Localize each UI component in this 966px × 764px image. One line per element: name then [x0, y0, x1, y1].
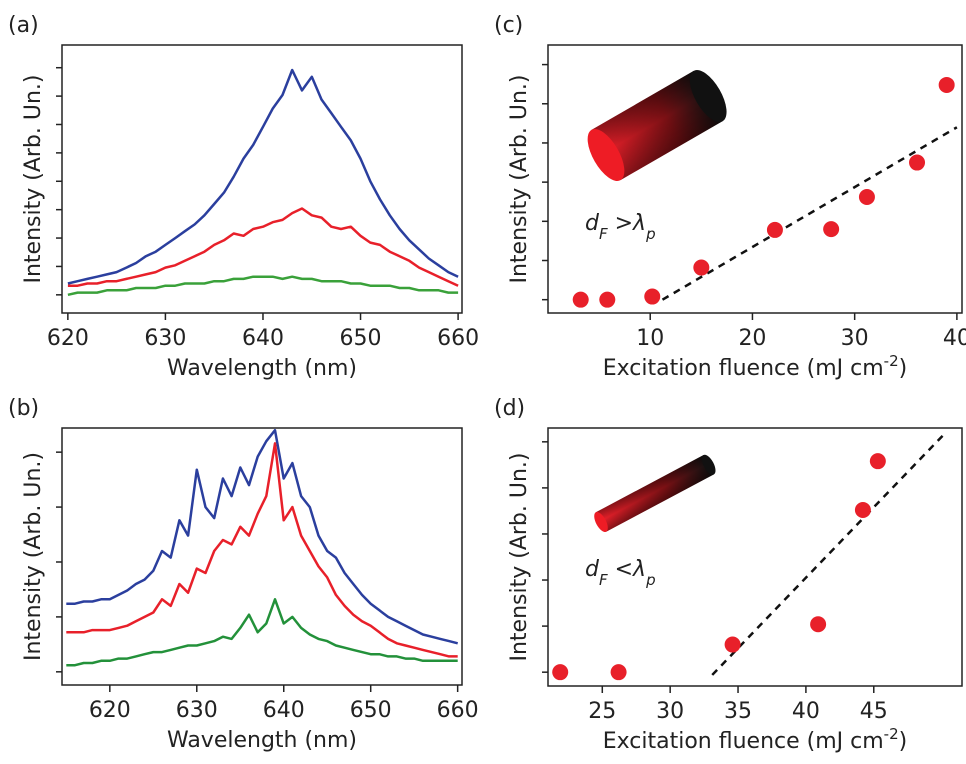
y-axis-label: Intensity (Arb. Un.) [507, 453, 532, 662]
plot-frame [61, 44, 463, 314]
x-tick-label: 630 [144, 326, 186, 351]
x-tick-label: 45 [860, 699, 888, 724]
x-axis-label: Wavelength (nm) [167, 728, 357, 753]
y-axis-label: Intensity (Arb. Un.) [21, 75, 46, 284]
annotation: dF >λp [585, 211, 656, 243]
text-part: Excitation fluence (mJ cm [603, 356, 884, 381]
script-text: p [645, 225, 656, 243]
plot-frame [547, 44, 963, 314]
data-point [599, 291, 616, 308]
thin-fiber-illustration [594, 454, 716, 532]
script-text: p [645, 571, 656, 589]
text-part: < [608, 557, 633, 582]
data-point [938, 76, 955, 93]
spectrum-line [66, 428, 459, 645]
text-part: d [585, 211, 600, 236]
spectrum-line [67, 275, 459, 297]
data-point [823, 221, 840, 238]
x-tick-label: 640 [263, 698, 305, 723]
text-part: ) [899, 356, 908, 381]
data-point [610, 664, 627, 681]
x-tick-label: 10 [636, 326, 664, 351]
x-axis-label: Wavelength (nm) [167, 356, 357, 381]
script-text: -2 [884, 352, 899, 370]
data-point [644, 288, 661, 305]
x-tick-label: 620 [89, 698, 131, 723]
data-point [572, 291, 589, 308]
x-tick-label: 620 [47, 326, 89, 351]
x-tick-label: 660 [437, 698, 479, 723]
fit-line [711, 434, 944, 676]
panel-label: (a) [8, 13, 39, 38]
plot-frame [547, 427, 963, 687]
data-point [766, 221, 783, 238]
x-tick-label: 35 [724, 699, 752, 724]
data-point [693, 259, 710, 276]
x-axis-label: Excitation fluence (mJ cm-2) [603, 725, 907, 754]
data-point [724, 636, 741, 653]
fit-line [661, 126, 958, 301]
spectrum-line [67, 68, 459, 285]
panel: (c) 10 20 30 40 Excitation fluence (mJ cm-2) I… [494, 13, 966, 381]
data-point [854, 502, 871, 519]
plot-frame [61, 427, 463, 686]
x-tick-label: 630 [176, 698, 218, 723]
spectrum-line [66, 598, 458, 667]
panel: (b) 620 630 640 650 660 Wavelength (nm) Intensi… [8, 396, 479, 753]
x-tick-label: 640 [242, 326, 284, 351]
data-point [552, 664, 569, 681]
x-tick-label: 30 [841, 326, 869, 351]
text-part: ) [899, 729, 908, 754]
script-text: -2 [884, 725, 899, 743]
x-tick-label: 40 [943, 326, 966, 351]
x-tick-label: 30 [656, 699, 684, 724]
x-tick-label: 20 [738, 326, 766, 351]
x-tick-label: 660 [437, 326, 479, 351]
text-part: d [585, 557, 600, 582]
text-part: λ [632, 557, 646, 582]
script-text: F [599, 225, 608, 243]
data-point [858, 189, 875, 206]
x-axis-label: Excitation fluence (mJ cm-2) [603, 352, 907, 381]
x-tick-label: 40 [792, 699, 820, 724]
data-point [810, 616, 827, 633]
spectrum-line [66, 442, 458, 658]
text-part: Excitation fluence (mJ cm [603, 729, 884, 754]
script-text: F [599, 571, 608, 589]
x-tick-label: 25 [588, 699, 616, 724]
panel-label: (d) [494, 396, 525, 421]
thick-fiber-illustration [587, 70, 727, 181]
panel-label: (c) [494, 13, 523, 38]
text-part: > [608, 211, 633, 236]
x-tick-label: 650 [340, 326, 382, 351]
spectrum-line [67, 207, 459, 287]
annotation: dF <λp [585, 557, 656, 589]
y-axis-label: Intensity (Arb. Un.) [507, 75, 532, 284]
data-point [909, 154, 926, 171]
data-point [869, 453, 886, 470]
panel-label: (b) [8, 396, 39, 421]
x-tick-label: 650 [350, 698, 392, 723]
text-part: λ [632, 211, 646, 236]
panel: (a) 620 630 640 650 660 Wavelength (nm) Intensi… [8, 13, 479, 381]
y-axis-label: Intensity (Arb. Un.) [21, 452, 46, 661]
